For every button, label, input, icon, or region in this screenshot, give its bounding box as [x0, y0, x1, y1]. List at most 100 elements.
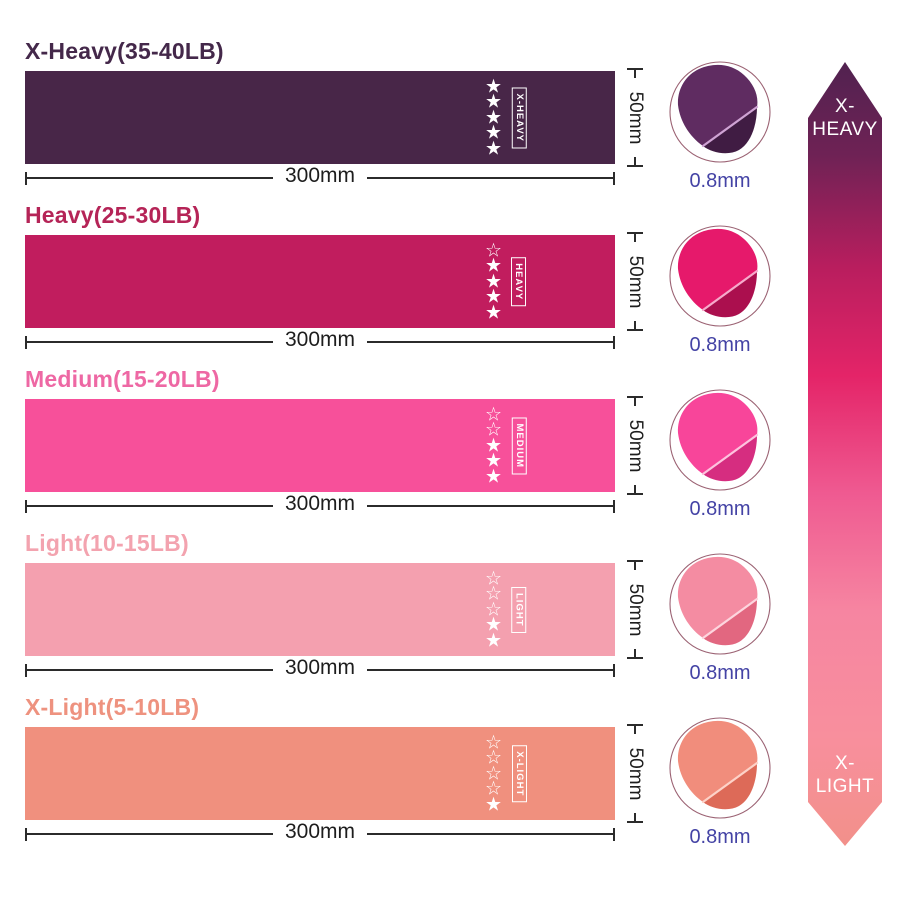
rating-group: ★ ★ ★ ★ ★ X-HEAVY	[484, 77, 529, 159]
dimension-end-tick	[613, 499, 615, 513]
band-bar: ☆ ☆ ☆ ★ ★ LIGHT	[25, 563, 615, 656]
band-tag-wrap: LIGHT	[509, 586, 529, 633]
star-empty-icon: ☆	[484, 598, 502, 620]
thickness-detail-circle	[669, 553, 771, 655]
dimension-line	[27, 341, 273, 343]
thickness-detail-circle	[669, 225, 771, 327]
width-dimension: 300mm	[25, 328, 615, 351]
folded-band-edge-highlight	[701, 433, 759, 476]
arrow-bottom-label-line1: X-	[835, 753, 855, 774]
band-bar: ☆ ★ ★ ★ ★ HEAVY	[25, 235, 615, 328]
height-dimension: 50mm	[622, 68, 648, 167]
dimension-end-tick	[627, 156, 643, 167]
star-empty-icon: ☆	[484, 731, 502, 753]
star-filled-icon: ★	[484, 434, 502, 456]
band-tag-wrap: X-LIGHT	[509, 745, 529, 802]
dimension-end-tick	[627, 232, 643, 243]
thickness-label: 0.8mm	[689, 170, 751, 192]
star-filled-icon: ★	[484, 137, 502, 159]
star-rating: ☆ ☆ ☆ ★ ★	[484, 567, 502, 651]
star-filled-icon: ★	[484, 270, 502, 292]
band-bar: ☆ ☆ ★ ★ ★ MEDIUM	[25, 399, 615, 492]
thickness-label: 0.8mm	[689, 662, 751, 684]
rating-group: ☆ ★ ★ ★ ★ HEAVY	[484, 239, 529, 321]
band-title: Heavy(25-30LB)	[25, 202, 201, 228]
folded-band-inner-shadow	[703, 271, 757, 318]
dimension-line	[367, 505, 613, 507]
star-rating: ☆ ☆ ☆ ☆ ★	[484, 731, 502, 815]
arrow-top-label-line1: X-	[835, 96, 855, 117]
dimension-end-tick	[25, 335, 27, 349]
star-empty-icon: ☆	[484, 419, 502, 441]
width-dimension-label: 300mm	[284, 656, 356, 679]
star-filled-icon: ★	[484, 122, 502, 144]
star-filled-icon: ★	[484, 793, 502, 815]
rating-group: ☆ ☆ ☆ ☆ ★ X-LIGHT	[484, 731, 529, 815]
dimension-end-tick	[25, 171, 27, 185]
folded-band-inner-shadow	[703, 763, 757, 810]
star-filled-icon: ★	[484, 629, 502, 651]
folded-band-inner-shadow	[703, 107, 757, 154]
rating-group: ☆ ☆ ★ ★ ★ MEDIUM	[484, 405, 529, 485]
dimension-line	[367, 341, 613, 343]
folded-band-face	[677, 556, 758, 638]
star-empty-icon: ☆	[484, 567, 502, 589]
dimension-end-tick	[627, 68, 643, 79]
dimension-line	[367, 177, 613, 179]
band-title: Light(10-15LB)	[25, 530, 189, 556]
dimension-end-tick	[25, 499, 27, 513]
star-empty-icon: ☆	[484, 747, 502, 769]
band-name-tag: LIGHT	[511, 586, 527, 633]
dimension-end-tick	[627, 396, 643, 407]
width-dimension: 300mm	[25, 164, 615, 187]
thickness-detail-circle	[669, 61, 771, 163]
dimension-end-tick	[25, 663, 27, 677]
band-name-tag: MEDIUM	[511, 417, 527, 474]
band-tag-wrap: X-HEAVY	[509, 87, 529, 148]
height-dimension-label: 50mm	[625, 91, 646, 144]
folded-band-inner-shadow	[703, 435, 757, 482]
width-dimension: 300mm	[25, 656, 615, 679]
thickness-label: 0.8mm	[689, 334, 751, 356]
thickness-detail-circle	[669, 389, 771, 491]
band-section: X-Light(5-10LB) ☆ ☆ ☆ ☆ ★ X-LIGHT 300mm 50mm	[0, 694, 900, 860]
folded-band-inner-shadow	[703, 599, 757, 646]
star-empty-icon: ☆	[484, 239, 502, 261]
height-dimension: 50mm	[622, 724, 648, 823]
thickness-label: 0.8mm	[689, 498, 751, 520]
band-name-tag: X-HEAVY	[511, 87, 527, 148]
height-dimension-label: 50mm	[625, 583, 646, 636]
folded-band-edge-highlight	[701, 761, 759, 804]
thickness-detail-circle	[669, 717, 771, 819]
band-section: Heavy(25-30LB) ☆ ★ ★ ★ ★ HEAVY 300mm 50mm	[0, 202, 900, 368]
star-filled-icon: ★	[484, 614, 502, 636]
width-dimension: 300mm	[25, 492, 615, 515]
band-name-tag: HEAVY	[511, 256, 527, 307]
dimension-line	[27, 505, 273, 507]
band-title: X-Light(5-10LB)	[25, 694, 200, 720]
band-title: Medium(15-20LB)	[25, 366, 220, 392]
width-dimension-label: 300mm	[284, 328, 356, 351]
dimension-end-tick	[627, 320, 643, 331]
thickness-label: 0.8mm	[689, 826, 751, 848]
folded-band-edge-highlight	[701, 105, 759, 148]
folded-band-face	[677, 720, 758, 802]
band-title: X-Heavy(35-40LB)	[25, 38, 224, 64]
star-rating: ☆ ★ ★ ★ ★	[484, 239, 502, 321]
height-dimension-label: 50mm	[625, 255, 646, 308]
dimension-end-tick	[613, 171, 615, 185]
dimension-end-tick	[627, 484, 643, 495]
dimension-line	[27, 833, 273, 835]
band-tag-wrap: MEDIUM	[509, 417, 529, 474]
width-dimension-label: 300mm	[284, 820, 356, 843]
strength-gradient-arrow: X- HEAVY X- LIGHT	[808, 62, 882, 846]
band-bar: ★ ★ ★ ★ ★ X-HEAVY	[25, 71, 615, 164]
folded-band-edge-highlight	[701, 269, 759, 312]
dimension-end-tick	[613, 663, 615, 677]
width-dimension-label: 300mm	[284, 164, 356, 187]
dimension-line	[27, 177, 273, 179]
rating-group: ☆ ☆ ☆ ★ ★ LIGHT	[484, 567, 529, 651]
star-filled-icon: ★	[484, 91, 502, 113]
folded-band-face	[677, 228, 758, 310]
gradient-arrow-svg: X- HEAVY X- LIGHT	[808, 62, 882, 846]
